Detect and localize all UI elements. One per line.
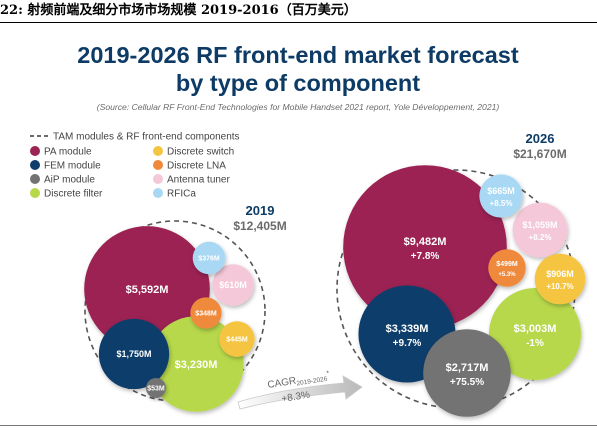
legend-label-rfic: RFICa [167, 189, 196, 200]
bubble-value-label: $499M [496, 261, 518, 268]
legend-item-tuner: Antenna tuner [153, 174, 230, 186]
bubble-chart: 2019-2026 RF front-end market forecast b… [30, 42, 586, 417]
bubble-2019-aip: $53M [146, 378, 166, 398]
bubble-2026-filter: $3,003M -1% [488, 287, 582, 381]
legend-label-aip: AiP module [44, 175, 95, 186]
bubble-growth-label: +5.3% [498, 272, 516, 278]
legend: TAM modules & RF front-end components PA… [30, 132, 240, 200]
year-label-2026: 2026 [526, 131, 555, 146]
bubble-circle [534, 253, 586, 305]
bubble-value-label: $906M [546, 269, 574, 279]
bubble-value-label: $376M [198, 255, 220, 262]
bubble-2026-rfic: $665M +8.5% [479, 174, 523, 218]
chart-title-line1: 2019-2026 RF front-end market forecast [77, 42, 519, 68]
legend-swatch-pa [30, 146, 40, 156]
cagr-value: +8.3% [281, 390, 311, 405]
legend-label-lna: Discrete LNA [167, 161, 226, 172]
bubble-value-label: $3,230M [175, 359, 218, 371]
bubble-circle [146, 378, 166, 398]
chart-title-line2: by type of component [176, 70, 420, 96]
chart-source: (Source: Cellular RF Front-End Technolog… [97, 102, 500, 112]
bubble-growth-label: +75.5% [450, 377, 484, 388]
bubble-2026-switch: $906M +10.7% [534, 253, 586, 305]
bubble-group-2019-outline [84, 220, 266, 402]
legend-swatch-tuner [153, 174, 163, 184]
bottom-rule [0, 425, 597, 426]
bubble-value-label: $1,059M [522, 220, 557, 230]
bubble-value-label: $445M [226, 336, 248, 343]
bubble-2019-tuner: $610M [212, 264, 254, 306]
legend-swatch-fem [30, 160, 40, 170]
bubble-2019-rfic: $376M [192, 241, 226, 275]
group-2026-heading: 2026 $21,670M [513, 131, 566, 161]
bubbles: $5,592M $3,230M $1,750M $610M $445M $376M $348… [84, 165, 586, 417]
legend-label-pa: PA module [44, 147, 92, 158]
bubble-value-label: $348M [195, 310, 217, 317]
legend-label-fem: FEM module [44, 161, 101, 172]
cagr-label: CAGR2019-2026* [267, 370, 331, 392]
bubble-value-label: $9,482M [404, 236, 447, 248]
bubble-growth-label: +8.2% [529, 233, 552, 242]
bubble-value-label: $3,339M [386, 323, 429, 335]
legend-swatch-rfic [153, 188, 163, 198]
bubble-value-label: $610M [219, 280, 247, 290]
legend-item-lna: Discrete LNA [153, 160, 226, 172]
legend-item-filter: Discrete filter [30, 188, 103, 200]
bubble-circle [192, 241, 226, 275]
bubble-value-label: $53M [147, 385, 165, 392]
legend-label-switch: Discrete switch [167, 147, 234, 158]
bubble-2019-lna: $348M [190, 297, 222, 329]
bubble-circle [212, 264, 254, 306]
bubble-circle [488, 249, 526, 287]
bubble-growth-label: -1% [526, 338, 544, 349]
total-label-2026: $21,670M [513, 147, 566, 161]
bubble-value-label: $2,717M [446, 362, 489, 374]
legend-label-tuner: Antenna tuner [167, 175, 230, 186]
legend-item-switch: Discrete switch [153, 146, 234, 158]
legend-swatch-filter [30, 188, 40, 198]
cagr-arrow-shape [237, 375, 363, 410]
bubble-2026-lna: $499M +5.3% [488, 249, 526, 287]
bubble-growth-label: +9.7% [393, 338, 422, 349]
year-label-2019: 2019 [246, 203, 275, 218]
cagr-arrow: CAGR2019-2026* +8.3% [237, 370, 363, 410]
bubble-circle [423, 329, 511, 417]
legend-swatch-aip [30, 174, 40, 184]
bubble-growth-label: +10.7% [546, 282, 573, 291]
cagr-prefix: CAGR [267, 376, 297, 391]
cagr-sup: * [326, 370, 330, 377]
bubble-value-label: $5,592M [126, 284, 169, 296]
legend-swatch-switch [153, 146, 163, 156]
legend-label-filter: Discrete filter [44, 189, 103, 200]
figure-caption: 22: 射频前端及细分市场市场规模 2019-2016（百万美元） [0, 3, 357, 18]
legend-item-pa: PA module [30, 146, 92, 158]
bubble-2019-fem: $1,750M [98, 318, 170, 390]
cagr-sub: 2019-2026 [296, 376, 328, 388]
bubble-circle [98, 318, 170, 390]
bubble-value-label: $3,003M [514, 323, 557, 335]
bubble-2026-aip: $2,717M +75.5% [423, 329, 511, 417]
bubble-circle [343, 165, 507, 329]
legend-item-fem: FEM module [30, 160, 101, 172]
bubble-circle [219, 321, 255, 357]
legend-item-aip: AiP module [30, 174, 95, 186]
legend-item-tam: TAM modules & RF front-end components [30, 132, 240, 143]
legend-label-tam: TAM modules & RF front-end components [53, 132, 240, 143]
bubble-circle [190, 297, 222, 329]
legend-swatch-lna [153, 160, 163, 170]
group-2019-heading: 2019 $12,405M [233, 203, 286, 233]
bubble-circle [479, 174, 523, 218]
bubble-2019-switch: $445M [219, 321, 255, 357]
bubble-growth-label: +8.5% [490, 199, 513, 208]
bubble-2026-tuner: $1,059M +8.2% [512, 202, 568, 258]
legend-item-rfic: RFICa [153, 188, 196, 200]
bubble-growth-label: +7.8% [411, 251, 440, 262]
total-label-2019: $12,405M [233, 219, 286, 233]
bubble-circle [488, 287, 582, 381]
caption-rule [0, 22, 597, 23]
bubble-value-label: $1,750M [116, 349, 151, 359]
bubble-circle [512, 202, 568, 258]
bubble-2026-pa: $9,482M +7.8% [343, 165, 507, 329]
bubble-value-label: $665M [487, 186, 515, 196]
